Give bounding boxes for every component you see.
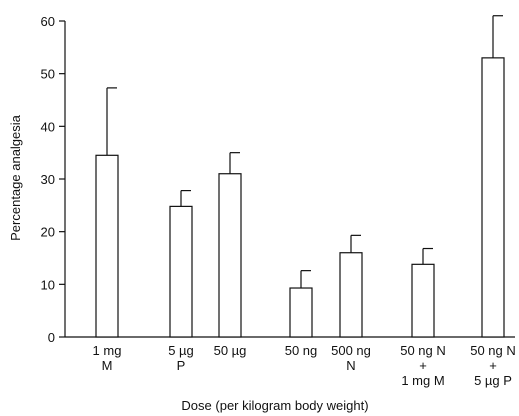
x-tick-label: 500 ng — [331, 343, 371, 358]
x-tick-label: + — [419, 358, 427, 373]
x-tick-label: 50 ng N — [400, 343, 446, 358]
x-tick-label: 1 mg — [93, 343, 122, 358]
x-tick-label: N — [346, 358, 355, 373]
bars — [95, 15, 505, 338]
y-tick-label: 30 — [41, 172, 55, 187]
y-tick-label: 20 — [41, 225, 55, 240]
bar — [411, 263, 435, 338]
y-axis: 0 10 20 30 40 50 60 — [41, 14, 66, 345]
x-tick-label: 50 ng N — [470, 343, 516, 358]
bar — [481, 57, 505, 338]
x-tick-label: 5 µg — [168, 343, 194, 358]
x-tick-label: 1 mg M — [401, 373, 444, 388]
x-tick-label: P — [177, 358, 186, 373]
x-tick-label: M — [102, 358, 113, 373]
y-tick-label: 40 — [41, 119, 55, 134]
x-tick-label: 5 µg P — [474, 373, 512, 388]
y-tick-label: 0 — [48, 330, 55, 345]
y-tick-label: 50 — [41, 67, 55, 82]
bar — [289, 287, 313, 338]
x-axis-label: Dose (per kilogram body weight) — [181, 398, 368, 413]
x-tick-label: + — [489, 358, 497, 373]
bar — [218, 173, 242, 338]
y-tick-label: 60 — [41, 14, 55, 29]
bar — [339, 252, 363, 338]
x-tick-label: 50 µg — [214, 343, 247, 358]
bar — [169, 205, 193, 338]
bar — [95, 154, 119, 338]
y-tick-label: 10 — [41, 277, 55, 292]
x-tick-label: 50 ng — [285, 343, 318, 358]
y-axis-label: Percentage analgesia — [8, 114, 23, 241]
